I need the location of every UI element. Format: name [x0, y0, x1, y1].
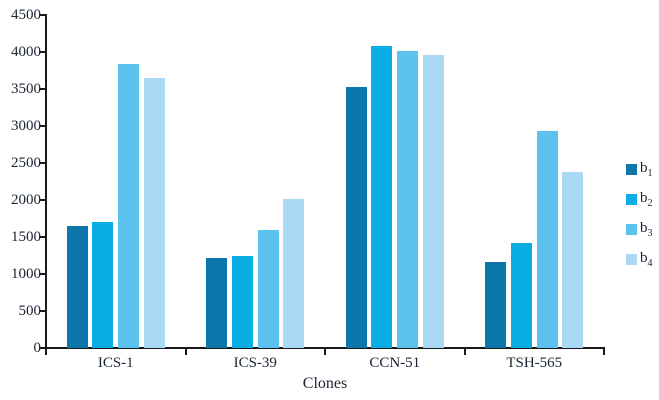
- bar-b1-CCN-51: [345, 86, 367, 348]
- y-axis-tick-label: 0: [33, 340, 42, 356]
- bar-b2-CCN-51: [371, 46, 393, 348]
- y-axis-tick-label: 2500: [11, 155, 41, 171]
- bar-b1-TSH-565: [485, 262, 507, 348]
- x-axis-title: Clones: [302, 375, 348, 392]
- bar-b3-TSH-565: [536, 131, 558, 348]
- bar-b4-TSH-565: [562, 171, 584, 348]
- legend-label-b4: b4: [640, 249, 653, 269]
- bar-b2-ICS-39: [231, 255, 253, 348]
- category-label-ICS-1: ICS-1: [97, 355, 134, 371]
- x-axis-tick: [603, 349, 605, 355]
- legend-swatch-b2: [626, 193, 637, 205]
- y-axis-tick-label: 500: [18, 303, 42, 319]
- category-label-ICS-39: ICS-39: [233, 355, 277, 371]
- legend-item-b1: b1: [626, 159, 653, 179]
- y-axis-tick-label: 1000: [11, 266, 41, 282]
- y-axis-tick: [40, 347, 46, 349]
- y-axis-tick: [40, 199, 46, 201]
- y-axis-tick: [40, 125, 46, 127]
- legend: b1 b2 b3 b4: [626, 160, 653, 280]
- y-axis-tick-label: 3500: [11, 81, 41, 97]
- y-axis-tick: [40, 14, 46, 16]
- bar-b4-ICS-39: [283, 198, 305, 348]
- y-axis-tick-label: 2000: [11, 192, 41, 208]
- legend-label-b3: b3: [640, 219, 653, 239]
- x-axis-line: [45, 347, 605, 349]
- x-axis-tick: [324, 349, 326, 355]
- y-axis-tick: [40, 310, 46, 312]
- y-axis-line: [45, 14, 47, 349]
- y-axis-tick: [40, 88, 46, 90]
- y-axis-tick: [40, 236, 46, 238]
- category-label-CCN-51: CCN-51: [369, 355, 421, 371]
- y-axis-tick-label: 1500: [11, 229, 41, 245]
- legend-label-b1: b1: [640, 159, 653, 179]
- y-axis-tick-label: 3000: [11, 118, 41, 134]
- legend-swatch-b1: [626, 163, 637, 175]
- category-label-TSH-565: TSH-565: [506, 355, 563, 371]
- x-axis-tick: [45, 349, 47, 355]
- bar-b2-ICS-1: [92, 222, 114, 348]
- legend-item-b2: b2: [626, 189, 653, 209]
- bar-b4-ICS-1: [143, 77, 165, 348]
- legend-item-b3: b3: [626, 219, 653, 239]
- bar-b3-ICS-1: [118, 63, 140, 348]
- legend-swatch-b3: [626, 223, 637, 235]
- bar-b2-TSH-565: [510, 242, 532, 348]
- legend-label-b2: b2: [640, 189, 653, 209]
- y-axis-tick: [40, 51, 46, 53]
- legend-item-b4: b4: [626, 249, 653, 269]
- x-axis-tick: [184, 349, 187, 355]
- y-axis-tick-label: 4500: [11, 7, 41, 23]
- bar-b1-ICS-39: [206, 258, 228, 348]
- legend-swatch-b4: [626, 253, 637, 265]
- y-axis-tick: [40, 162, 46, 164]
- bar-b1-ICS-1: [66, 225, 88, 348]
- bar-b3-ICS-39: [257, 229, 279, 348]
- y-axis-tick-label: 4000: [11, 44, 41, 60]
- y-axis-tick: [40, 273, 46, 275]
- bar-b3-CCN-51: [397, 50, 419, 348]
- x-axis-tick: [463, 349, 466, 355]
- bar-b4-CCN-51: [422, 54, 444, 348]
